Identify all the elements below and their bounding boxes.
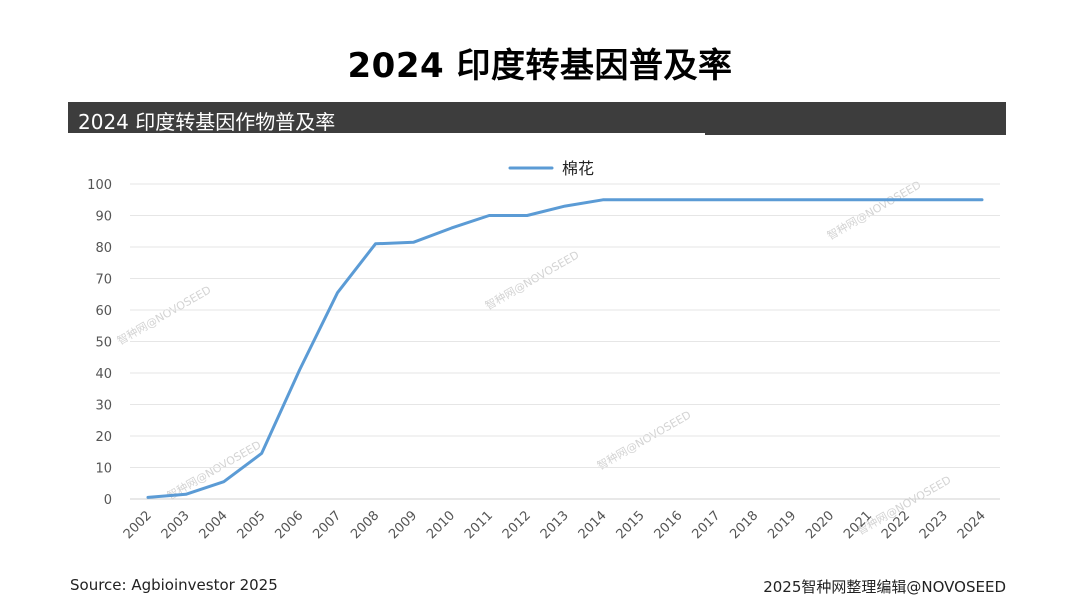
x-tick-label: 2013 [538, 508, 572, 542]
source-note: Source: Agbioinvestor 2025 [70, 576, 278, 594]
y-tick-label: 80 [95, 241, 112, 256]
y-tick-label: 40 [95, 367, 112, 382]
watermark-text: 智种网@NOVOSEED [595, 407, 694, 472]
series-line [146, 198, 984, 499]
x-tick-label: 2019 [765, 508, 799, 542]
y-tick-label: 60 [95, 304, 112, 319]
x-tick-label: 2008 [348, 508, 382, 542]
watermark-text: 智种网@NOVOSEED [825, 177, 924, 242]
y-tick-label: 30 [95, 399, 112, 414]
x-tick-label: 2002 [121, 508, 155, 542]
y-tick-label: 50 [95, 336, 112, 351]
chart-subtitle: 2024 印度转基因作物普及率 [78, 110, 336, 134]
watermark-text: 智种网@NOVOSEED [115, 282, 214, 347]
x-tick-label: 2016 [652, 508, 686, 542]
page-title: 2024 印度转基因普及率 [347, 46, 733, 86]
x-tick-label: 2020 [803, 508, 837, 542]
y-axis: 0 10 20 30 40 50 60 70 80 90 100 [87, 178, 112, 508]
subtitle-underline [68, 133, 705, 135]
x-tick-label: 2018 [727, 508, 761, 542]
legend-label: 棉花 [562, 159, 594, 178]
watermark-text: 智种网@NOVOSEED [483, 247, 582, 312]
x-tick-label: 2010 [424, 508, 458, 542]
x-tick-label: 2014 [576, 508, 610, 542]
x-tick-label: 2007 [310, 508, 344, 542]
chart-legend: 棉花 [508, 159, 594, 178]
chart-grid [130, 183, 1000, 468]
subtitle-bar: 2024 印度转基因作物普及率 [68, 102, 1006, 135]
x-tick-label: 2006 [272, 508, 306, 542]
x-tick-label: 2017 [689, 508, 723, 542]
y-tick-label: 70 [95, 273, 112, 288]
watermark-text: 智种网@NOVOSEED [165, 437, 264, 502]
y-tick-label: 10 [95, 462, 112, 477]
x-tick-label: 2003 [159, 508, 193, 542]
x-tick-label: 2023 [917, 508, 951, 542]
x-tick-label: 2005 [235, 508, 269, 542]
x-tick-label: 2009 [386, 508, 420, 542]
x-tick-label: 2011 [462, 508, 496, 542]
watermark-layer: 智种网@NOVOSEED 智种网@NOVOSEED 智种网@NOVOSEED 智种网@… [115, 177, 954, 537]
x-tick-label: 2012 [500, 508, 534, 542]
chart-series [146, 198, 984, 499]
x-axis: 2002 2003 2004 2005 2006 2007 2008 2009 2010 2011… [121, 498, 1000, 542]
x-tick-label: 2004 [197, 508, 231, 542]
x-tick-label: 2015 [614, 508, 648, 542]
y-tick-label: 0 [104, 493, 112, 508]
y-tick-label: 90 [95, 210, 112, 225]
y-tick-label: 20 [95, 430, 112, 445]
x-tick-label: 2024 [955, 508, 989, 542]
credit-note: 2025智种网整理编辑@NOVOSEED [763, 578, 1006, 596]
y-tick-label: 100 [87, 178, 112, 193]
